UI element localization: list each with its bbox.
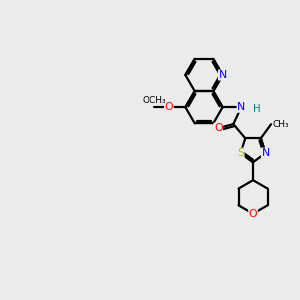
Text: CH₃: CH₃ — [272, 120, 289, 129]
Text: O: O — [214, 123, 223, 133]
Text: O: O — [249, 209, 257, 219]
Text: N: N — [237, 102, 245, 112]
Text: OCH₃: OCH₃ — [142, 96, 166, 105]
Text: N: N — [218, 70, 227, 80]
Text: N: N — [262, 148, 270, 158]
Text: H: H — [253, 104, 261, 114]
Text: O: O — [165, 102, 173, 112]
Text: S: S — [237, 148, 244, 158]
